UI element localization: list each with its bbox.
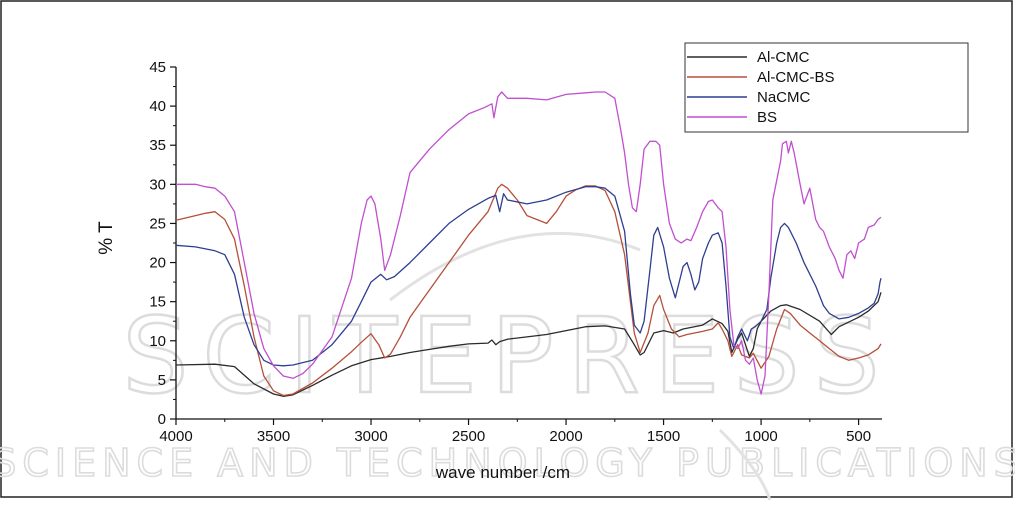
y-tick-label: 0 (158, 411, 166, 428)
legend-label-bs: BS (757, 109, 777, 126)
x-tick-label: 2500 (452, 428, 485, 445)
watermark-sub: SCIENCE AND TECHNOLOGY PUBLICATIONS (0, 441, 1015, 485)
x-tick-label: 3000 (354, 428, 387, 445)
watermark-swoosh (389, 231, 641, 302)
y-tick-label: 10 (149, 333, 166, 350)
y-tick-label: 40 (149, 98, 166, 115)
y-tick-label: 25 (149, 215, 166, 232)
legend: Al-CMC Al-CMC-BS NaCMC BS (684, 42, 969, 133)
x-tick-label: 1500 (647, 428, 680, 445)
legend-label-al-cmc: Al-CMC (757, 49, 810, 66)
series-line-al-cmc-bs (175, 183, 882, 397)
x-tick-label: 500 (846, 428, 871, 445)
series-layer (175, 91, 882, 397)
x-tick-label: 1000 (744, 428, 777, 445)
legend-label-al-cmc-bs: Al-CMC-BS (757, 69, 835, 86)
watermark: SCITEPRESS SCIENCE AND TECHNOLOGY PUBLIC… (0, 231, 1015, 501)
y-axis-label: % T (96, 221, 117, 255)
watermark-main: SCITEPRESS (122, 295, 893, 417)
legend-label-nacmc: NaCMC (757, 89, 811, 106)
x-tick-label: 4000 (159, 428, 192, 445)
watermark-swoosh-2 (718, 428, 772, 501)
y-tick-label: 5 (158, 372, 166, 389)
y-tick-label: 35 (149, 137, 166, 154)
y-tick-label: 30 (149, 176, 166, 193)
y-tick-label: 15 (149, 294, 166, 311)
x-axis-label: wave number /cm (435, 463, 570, 482)
series-line-bs (176, 91, 882, 395)
series-line-al-cmc (175, 292, 882, 397)
x-tick-label: 2000 (549, 428, 582, 445)
axes: 0 5 10 15 20 25 30 35 40 45 4000 3500 3000 2500 2000 15… (149, 59, 882, 445)
series-line-nacmc (175, 186, 882, 367)
y-tick-label: 20 (149, 255, 166, 272)
x-tick-label: 3500 (257, 428, 290, 445)
y-tick-label: 45 (149, 59, 166, 76)
axis-labels: % T wave number /cm (96, 221, 570, 482)
